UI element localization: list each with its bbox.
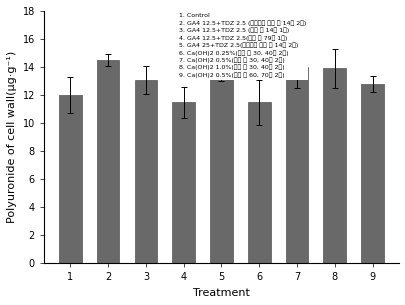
Bar bbox=[210, 68, 232, 264]
Y-axis label: Polyuronide of cell wall(μg·g⁻¹): Polyuronide of cell wall(μg·g⁻¹) bbox=[7, 51, 17, 223]
Bar bbox=[247, 102, 270, 264]
Bar bbox=[59, 95, 81, 264]
Bar bbox=[285, 67, 308, 264]
Bar bbox=[96, 60, 119, 264]
X-axis label: Treatment: Treatment bbox=[192, 288, 249, 298]
Bar bbox=[172, 102, 194, 264]
Bar bbox=[360, 84, 383, 264]
Bar bbox=[134, 80, 157, 264]
Bar bbox=[323, 68, 345, 264]
Text: 1. Control
2. GA4 12.5+TDZ 2.5 (만개기와 만개 후 14일 2회)
3. GA4 12.5+TDZ 2.5 (만개 후 14일 : 1. Control 2. GA4 12.5+TDZ 2.5 (만개기와 만개 … bbox=[179, 13, 305, 78]
